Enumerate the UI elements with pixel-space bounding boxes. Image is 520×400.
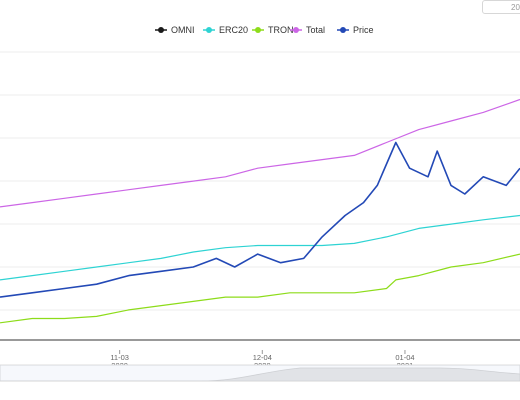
- legend-label: OMNI: [171, 25, 195, 35]
- legend: OMNI ERC20 TRON Total Price: [155, 25, 374, 35]
- series-line-total: [0, 98, 520, 208]
- legend-item-price[interactable]: Price: [337, 25, 374, 35]
- zoom-selected-range[interactable]: [0, 365, 520, 381]
- series-line-price: [0, 141, 520, 298]
- legend-label: Price: [353, 25, 374, 35]
- range-selector-input[interactable]: 202: [482, 0, 520, 14]
- legend-item-tron[interactable]: TRON: [252, 25, 294, 35]
- legend-marker: [158, 27, 164, 33]
- legend-marker: [206, 27, 212, 33]
- legend-marker: [293, 27, 299, 33]
- zoom-data-shadow: [0, 367, 520, 382]
- legend-marker: [255, 27, 261, 33]
- grid-lines: [0, 51, 520, 311]
- x-tick-label: 11-03: [110, 353, 129, 362]
- legend-label: TRON: [268, 25, 294, 35]
- series-lines: [0, 98, 520, 324]
- legend-item-total[interactable]: Total: [290, 25, 325, 35]
- legend-item-erc20[interactable]: ERC20: [203, 25, 248, 35]
- legend-marker: [340, 27, 346, 33]
- series-line-erc20: [0, 214, 520, 281]
- legend-item-omni[interactable]: OMNI: [155, 25, 195, 35]
- legend-label: Total: [306, 25, 325, 35]
- data-zoom[interactable]: [0, 364, 520, 382]
- x-tick-label: 01-04: [395, 353, 414, 362]
- series-line-tron: [0, 253, 520, 324]
- x-tick-label: 12-04: [253, 353, 272, 362]
- legend-label: ERC20: [219, 25, 248, 35]
